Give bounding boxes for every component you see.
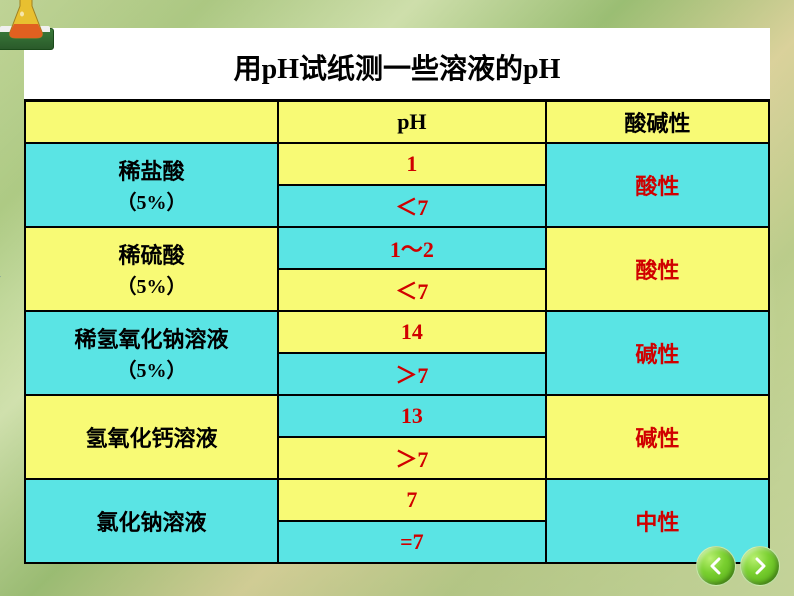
header-solution bbox=[25, 101, 278, 143]
header-property: 酸碱性 bbox=[546, 101, 769, 143]
solution-cell: 稀氢氧化钠溶液（5%） bbox=[25, 311, 278, 395]
table-row: 稀盐酸（5%）1酸性 bbox=[25, 143, 769, 185]
table-row: 稀氢氧化钠溶液（5%）14碱性 bbox=[25, 311, 769, 353]
solution-cell: 稀盐酸（5%） bbox=[25, 143, 278, 227]
property-cell: 酸性 bbox=[546, 227, 769, 311]
ph-value-cell: 7 bbox=[278, 479, 546, 521]
table-header-row: pH 酸碱性 bbox=[25, 101, 769, 143]
next-button[interactable] bbox=[740, 546, 780, 586]
ph-table: pH 酸碱性 稀盐酸（5%）1酸性＜7稀硫酸（5%）1～2酸性＜7稀氢氧化钠溶液… bbox=[24, 99, 770, 564]
header-ph: pH bbox=[278, 101, 546, 143]
arrow-right-icon bbox=[751, 557, 769, 575]
table-row: 稀硫酸（5%）1～2酸性 bbox=[25, 227, 769, 269]
ph-range-cell: ＜7 bbox=[278, 269, 546, 311]
table-row: 氯化钠溶液7中性 bbox=[25, 479, 769, 521]
prev-button[interactable] bbox=[696, 546, 736, 586]
solution-cell: 氯化钠溶液 bbox=[25, 479, 278, 563]
ph-value-cell: 1 bbox=[278, 143, 546, 185]
property-cell: 碱性 bbox=[546, 395, 769, 479]
flask-book-icon bbox=[0, 0, 62, 62]
solution-cell: 稀硫酸（5%） bbox=[25, 227, 278, 311]
property-cell: 酸性 bbox=[546, 143, 769, 227]
slide-panel: 用pH试纸测一些溶液的pH pH 酸碱性 稀盐酸（5%）1酸性＜7稀硫酸（5%）… bbox=[24, 28, 770, 564]
ph-value-cell: 1～2 bbox=[278, 227, 546, 269]
arrow-left-icon bbox=[707, 557, 725, 575]
ph-range-cell: =7 bbox=[278, 521, 546, 563]
ph-range-cell: ＜7 bbox=[278, 185, 546, 227]
slide-title: 用pH试纸测一些溶液的pH bbox=[24, 43, 770, 99]
ph-range-cell: ＞7 bbox=[278, 437, 546, 479]
ph-value-cell: 13 bbox=[278, 395, 546, 437]
solution-cell: 氢氧化钙溶液 bbox=[25, 395, 278, 479]
ph-value-cell: 14 bbox=[278, 311, 546, 353]
nav-buttons bbox=[696, 546, 780, 586]
ph-range-cell: ＞7 bbox=[278, 353, 546, 395]
table-row: 氢氧化钙溶液13碱性 bbox=[25, 395, 769, 437]
property-cell: 碱性 bbox=[546, 311, 769, 395]
